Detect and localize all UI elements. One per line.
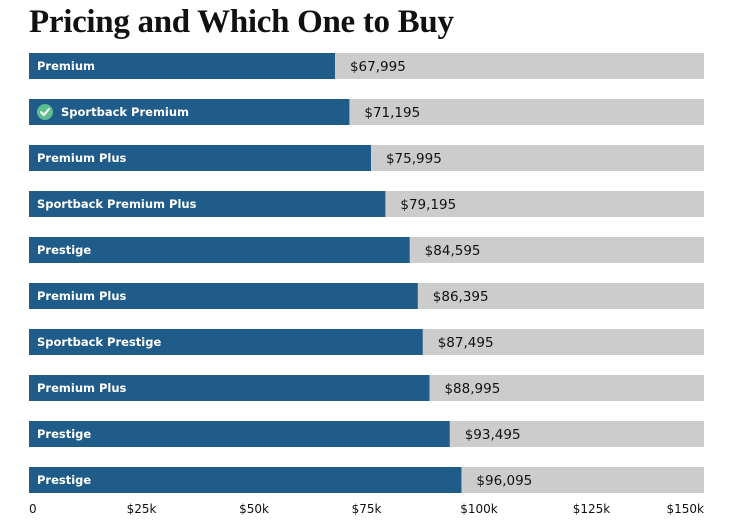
x-tick-label: 0 (29, 502, 37, 516)
x-tick-label: $25k (127, 502, 157, 516)
bar (29, 421, 450, 447)
bar-label: Prestige (37, 427, 91, 441)
value-label: $67,995 (350, 59, 406, 75)
bar (29, 99, 350, 125)
bar-label: Prestige (37, 473, 91, 487)
value-label: $96,095 (476, 473, 532, 489)
bar-label: Sportback Premium Plus (37, 197, 197, 211)
chart-title: Pricing and Which One to Buy (29, 4, 454, 40)
value-label: $84,595 (425, 243, 481, 259)
bar (29, 329, 423, 355)
bar (29, 145, 371, 171)
bar-label: Premium Plus (37, 289, 127, 303)
bar (29, 237, 410, 263)
value-label: $88,995 (444, 381, 500, 397)
value-label: $93,495 (465, 427, 521, 443)
bar (29, 375, 430, 401)
x-tick-label: $50k (239, 502, 269, 516)
value-label: $79,195 (400, 197, 456, 213)
bar (29, 283, 418, 309)
bar-label: Sportback Premium (61, 105, 189, 119)
bar (29, 53, 335, 79)
x-tick-label: $100k (460, 502, 498, 516)
bar-label: Sportback Prestige (37, 335, 161, 349)
value-label: $87,495 (438, 335, 494, 351)
bar-label: Premium (37, 59, 95, 73)
bar (29, 191, 386, 217)
value-label: $71,195 (364, 105, 420, 121)
x-tick-label: $150k (667, 502, 705, 516)
value-label: $86,395 (433, 289, 489, 305)
bar-label: Premium Plus (37, 381, 127, 395)
check-circle-icon (37, 104, 53, 120)
x-tick-label: $75k (352, 502, 382, 516)
bar-label: Prestige (37, 243, 91, 257)
value-label: $75,995 (386, 151, 442, 167)
bar-label: Premium Plus (37, 151, 127, 165)
x-tick-label: $125k (573, 502, 611, 516)
bar (29, 467, 462, 493)
